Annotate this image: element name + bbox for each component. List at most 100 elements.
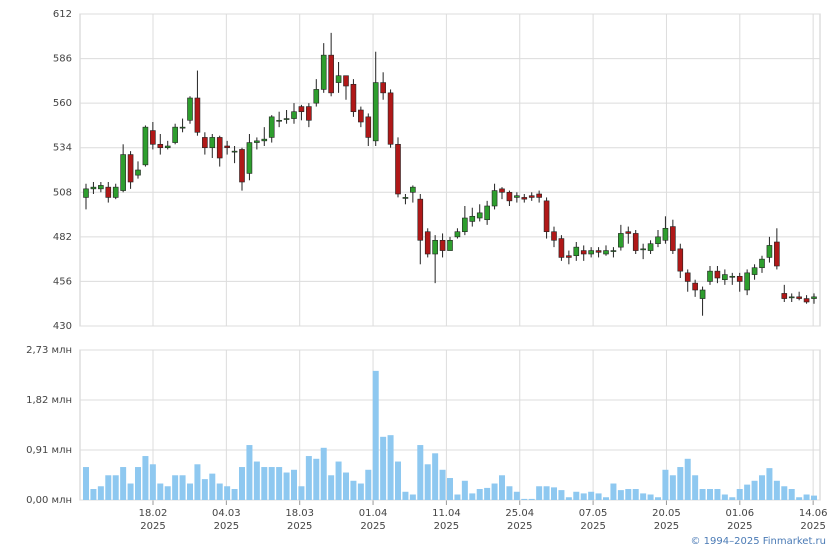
candle-body (744, 272, 750, 291)
volume-bar (298, 486, 305, 500)
candle-body (640, 248, 646, 251)
candle-body (573, 246, 580, 257)
volume-bar (305, 456, 312, 500)
volume-bar (424, 464, 431, 500)
volume-bar (216, 483, 223, 500)
candle-body (328, 54, 334, 94)
candle-body (335, 75, 342, 83)
volume-bar (387, 435, 394, 500)
candle-body (707, 270, 713, 282)
candle-body (551, 231, 557, 241)
candle-body (358, 109, 364, 123)
candle-body (112, 186, 119, 198)
x-tick-label: 2025 (800, 521, 825, 532)
x-tick-label: 18.03 (285, 508, 314, 519)
volume-bar (729, 497, 736, 500)
volume-bar (484, 487, 491, 500)
candle-body (699, 289, 706, 299)
volume-bar (439, 469, 446, 500)
y-tick-label: 0,91 млн (26, 445, 72, 456)
x-tick-label: 2025 (434, 521, 459, 532)
volume-bar (736, 489, 743, 500)
candle-body (209, 137, 216, 149)
volume-bar (149, 464, 156, 500)
candle-body (157, 143, 164, 149)
candle-body (632, 233, 639, 251)
candle-body (625, 231, 632, 234)
x-tick-label: 01.06 (725, 508, 754, 519)
volume-bar (461, 480, 468, 500)
candle-body (372, 82, 379, 142)
volume-bar (751, 480, 758, 500)
volume-bar (773, 480, 780, 500)
volume-bar (253, 461, 260, 500)
volume-bar (335, 461, 342, 500)
volume-bar (551, 487, 557, 500)
volume-bar (714, 489, 721, 500)
volume-bar (90, 489, 97, 500)
volume-frame (79, 349, 821, 501)
volume-bar (164, 486, 171, 500)
volume-bar (796, 497, 803, 500)
volume-bar (491, 483, 498, 500)
candle-body (766, 245, 773, 258)
volume-bar (721, 494, 728, 500)
volume-bar (499, 475, 505, 500)
candle-body (268, 116, 275, 138)
x-tick-label: 2025 (214, 521, 239, 532)
volume-bar (135, 467, 141, 500)
volume-bar (224, 486, 231, 500)
volume-bar (781, 486, 788, 500)
candle-body (491, 190, 498, 207)
candle-body (402, 197, 409, 199)
volume-bar (588, 491, 595, 500)
volume-bar (625, 489, 632, 500)
volume-bar (447, 478, 453, 500)
candle-body (231, 150, 238, 153)
candle-body (603, 250, 609, 255)
volume-bar (246, 445, 253, 500)
candle-body (365, 116, 372, 138)
candle-body (306, 106, 312, 121)
volume-bar (617, 490, 624, 500)
candle-body (499, 188, 505, 193)
candle-body (224, 145, 230, 149)
x-tick-label: 2025 (654, 521, 679, 532)
volume-bar (655, 497, 661, 500)
candle-body (298, 106, 305, 113)
candle-body (320, 54, 327, 90)
candle-body (194, 97, 201, 133)
candle-body (120, 154, 126, 191)
candle-body (380, 82, 386, 94)
candle-body (142, 126, 149, 166)
candle-body (803, 298, 810, 303)
volume-bar (372, 370, 379, 500)
volume-bar (669, 475, 676, 500)
x-tick-label: 11.04 (432, 508, 461, 519)
candle-body (239, 149, 245, 183)
candle-body (283, 118, 290, 120)
volume-bar (640, 493, 647, 500)
candle-body (202, 137, 208, 149)
candle-body (395, 143, 401, 195)
candle-body (692, 282, 698, 291)
volume-bar (142, 456, 149, 500)
candle-body (774, 241, 780, 267)
candle-body (514, 195, 520, 198)
volume-bar (647, 494, 654, 500)
x-tick-label: 14.06 (799, 508, 828, 519)
volume-bar (350, 480, 357, 500)
candle-body (150, 130, 156, 145)
x-tick-label: 18.02 (139, 508, 168, 519)
candle-body (543, 200, 550, 233)
candle-body (736, 275, 743, 282)
candle-body (684, 272, 691, 282)
volume-bar (528, 498, 535, 500)
candle-body (647, 243, 654, 251)
volume-bar (283, 472, 290, 500)
candle-body (588, 250, 594, 255)
candle-body (618, 233, 624, 248)
candle-body (566, 255, 572, 258)
y-tick-label: 0,00 млн (26, 495, 72, 506)
